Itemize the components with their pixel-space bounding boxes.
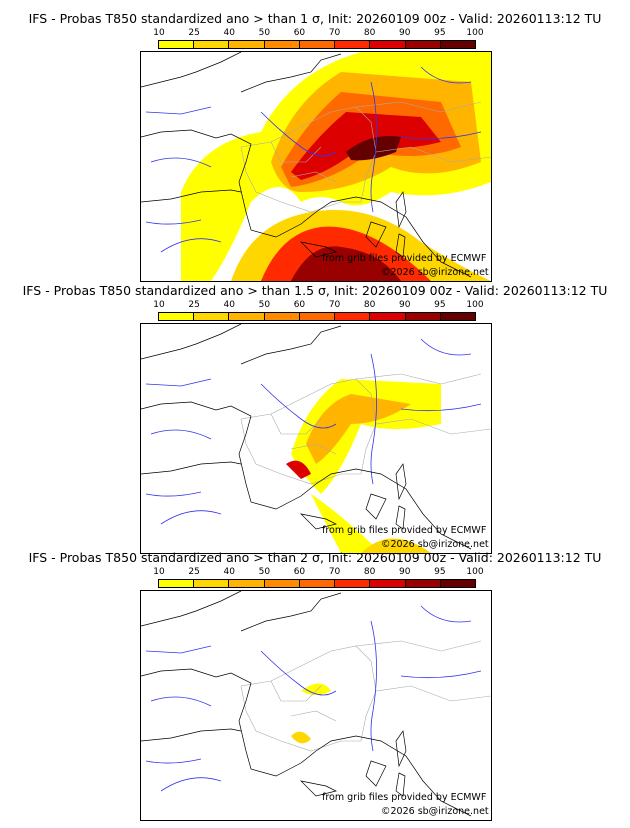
colorbar-swatch bbox=[264, 580, 300, 587]
colorbar-tick-label: 50 bbox=[258, 567, 271, 577]
coastlines bbox=[141, 324, 472, 550]
rivers bbox=[145, 66, 482, 253]
colorbar-swatch bbox=[370, 313, 406, 320]
source-credit: from grib files provided by ECMWF bbox=[322, 792, 487, 803]
rivers bbox=[145, 338, 482, 525]
colorbar-tick-label: 25 bbox=[188, 567, 200, 577]
coastlines bbox=[141, 591, 472, 817]
colorbar-tick-label: 25 bbox=[188, 300, 200, 310]
colorbar-tick-label: 80 bbox=[363, 28, 376, 38]
copyright-credit: ©2026 sb@irizone.net bbox=[381, 806, 489, 817]
colorbar-swatch bbox=[440, 580, 475, 587]
colorbar-tick-label: 40 bbox=[223, 567, 235, 577]
colorbar-swatch bbox=[229, 313, 265, 320]
colorbar-tick-label: 95 bbox=[434, 28, 446, 38]
colorbar-tick-label: 95 bbox=[434, 567, 446, 577]
coastlines bbox=[141, 52, 472, 278]
colorbar-swatch bbox=[335, 313, 371, 320]
colorbar-tick-label: 50 bbox=[258, 28, 271, 38]
colorbar-swatch bbox=[194, 580, 230, 587]
probability-map bbox=[140, 51, 492, 282]
colorbar-tick-label: 80 bbox=[363, 567, 376, 577]
panel-title: IFS - Probas T850 standardized ano > tha… bbox=[28, 11, 602, 26]
colorbar-tick-label: 60 bbox=[293, 28, 306, 38]
colorbar bbox=[158, 312, 476, 321]
colorbar-tick-label: 10 bbox=[153, 28, 165, 38]
colorbar-swatch bbox=[405, 313, 441, 320]
colorbar-swatch bbox=[299, 580, 336, 587]
panel-title: IFS - Probas T850 standardized ano > tha… bbox=[22, 283, 608, 298]
colorbar-swatch bbox=[229, 580, 265, 587]
colorbar-swatch bbox=[370, 41, 406, 48]
colorbar-swatch bbox=[159, 580, 195, 587]
rivers bbox=[145, 605, 482, 792]
probability-map bbox=[140, 323, 492, 554]
colorbar-tick-label: 90 bbox=[399, 567, 411, 577]
panel-title: IFS - Probas T850 standardized ano > tha… bbox=[28, 550, 602, 565]
colorbar-tick-label: 25 bbox=[188, 28, 200, 38]
colorbar-tick-label: 70 bbox=[328, 28, 341, 38]
colorbar-swatch bbox=[264, 313, 300, 320]
colorbar-swatch bbox=[405, 580, 441, 587]
colorbar-tick-label: 100 bbox=[466, 300, 484, 310]
colorbar-swatch bbox=[335, 580, 371, 587]
source-credit: from grib files provided by ECMWF bbox=[322, 253, 487, 264]
copyright-credit: ©2026 sb@irizone.net bbox=[381, 539, 489, 550]
colorbar-tick-label: 100 bbox=[466, 28, 484, 38]
map-canvas bbox=[141, 324, 491, 553]
colorbar-tick-label: 90 bbox=[399, 300, 411, 310]
colorbar-tick-label: 40 bbox=[223, 300, 235, 310]
colorbar bbox=[158, 40, 476, 49]
forecast-panel: IFS - Probas T850 standardized ano > tha… bbox=[0, 550, 630, 821]
map-canvas bbox=[141, 52, 491, 281]
probability-field bbox=[286, 379, 441, 553]
colorbar-swatch bbox=[440, 41, 475, 48]
probability-map bbox=[140, 590, 492, 821]
probability-field bbox=[181, 52, 491, 281]
colorbar-ticks: 10 25 40 50 60 70 80 90 95 100 bbox=[153, 567, 483, 577]
copyright-credit: ©2026 sb@irizone.net bbox=[381, 267, 489, 278]
colorbar-swatch bbox=[299, 313, 336, 320]
colorbar-ticks: 10 25 40 50 60 70 80 90 95 100 bbox=[153, 300, 483, 310]
colorbar-swatch bbox=[264, 41, 300, 48]
colorbar-swatch bbox=[440, 313, 475, 320]
probability-field bbox=[291, 683, 331, 744]
colorbar-tick-label: 70 bbox=[328, 567, 341, 577]
colorbar-swatch bbox=[335, 41, 371, 48]
colorbar-swatch bbox=[229, 41, 265, 48]
source-credit: from grib files provided by ECMWF bbox=[322, 525, 487, 536]
colorbar-tick-label: 100 bbox=[466, 567, 484, 577]
colorbar-swatch bbox=[159, 41, 195, 48]
colorbar-swatch bbox=[299, 41, 336, 48]
colorbar-tick-label: 80 bbox=[363, 300, 376, 310]
colorbar-tick-label: 40 bbox=[223, 28, 235, 38]
forecast-panel: IFS - Probas T850 standardized ano > tha… bbox=[0, 283, 630, 554]
borders bbox=[240, 640, 491, 752]
colorbar-ticks: 10 25 40 50 60 70 80 90 95 100 bbox=[153, 28, 483, 38]
colorbar-swatch bbox=[194, 313, 230, 320]
colorbar-tick-label: 90 bbox=[399, 28, 411, 38]
colorbar-tick-label: 95 bbox=[434, 300, 446, 310]
colorbar-swatch bbox=[370, 580, 406, 587]
map-canvas bbox=[141, 591, 491, 817]
colorbar bbox=[158, 579, 476, 588]
colorbar-tick-label: 60 bbox=[293, 567, 306, 577]
colorbar-swatch bbox=[159, 313, 195, 320]
colorbar-tick-label: 60 bbox=[293, 300, 306, 310]
forecast-panel: IFS - Probas T850 standardized ano > tha… bbox=[0, 11, 630, 282]
colorbar-tick-label: 70 bbox=[328, 300, 341, 310]
colorbar-tick-label: 50 bbox=[258, 300, 271, 310]
colorbar-tick-label: 10 bbox=[153, 300, 165, 310]
colorbar-tick-label: 10 bbox=[153, 567, 165, 577]
colorbar-swatch bbox=[194, 41, 230, 48]
colorbar-swatch bbox=[405, 41, 441, 48]
